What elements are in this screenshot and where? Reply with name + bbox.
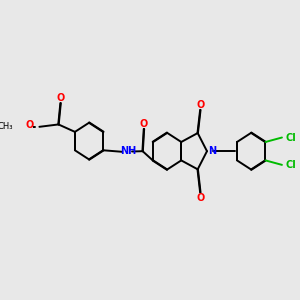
Text: O: O	[56, 93, 65, 103]
Text: O: O	[196, 100, 205, 110]
Text: NH: NH	[120, 146, 136, 156]
Text: CH₃: CH₃	[0, 122, 14, 131]
Text: Cl: Cl	[286, 133, 297, 142]
Text: N: N	[208, 146, 216, 156]
Text: Cl: Cl	[286, 160, 297, 170]
Text: O: O	[140, 118, 148, 128]
Text: O: O	[26, 120, 34, 130]
Text: O: O	[196, 193, 205, 203]
